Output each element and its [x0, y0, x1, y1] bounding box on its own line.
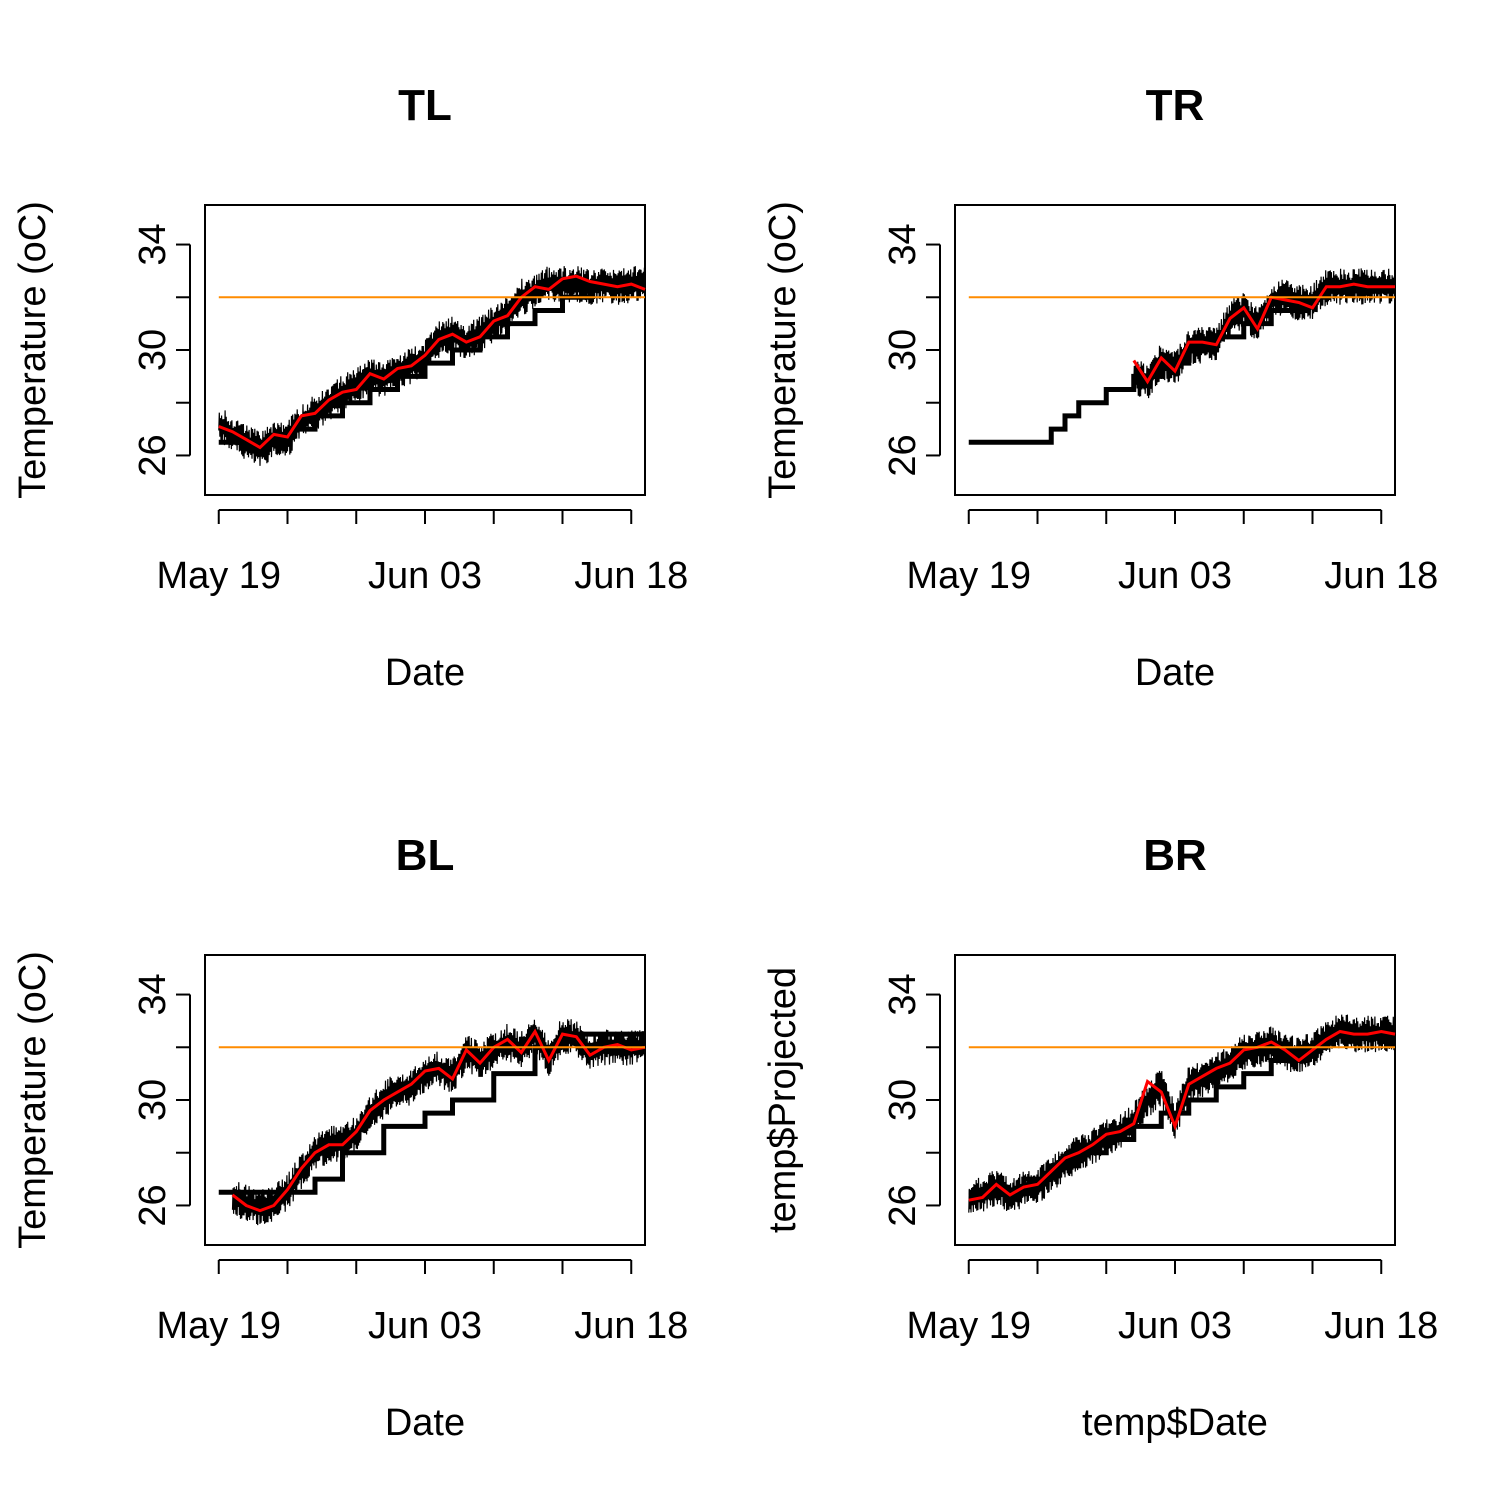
x-tick-label: Jun 18 [574, 555, 688, 597]
y-tick-label: 30 [132, 1079, 174, 1121]
series-mean-line [968, 1029, 1396, 1202]
x-tick-label: Jun 03 [1118, 1305, 1232, 1347]
panel-br: BR temp$Date temp$Projected May 19 Jun 03… [762, 831, 1438, 1444]
panel-title: TR [1146, 81, 1205, 130]
series-step-line [968, 1031, 1395, 1195]
plot-frame [954, 954, 1396, 1246]
x-tick-label: May 19 [156, 1305, 281, 1347]
x-tick-label: May 19 [906, 555, 1031, 597]
y-tick-label: 26 [882, 434, 924, 476]
series-mean-line [1132, 282, 1395, 385]
x-tick-label: Jun 18 [574, 1305, 688, 1347]
x-axis-label: Date [385, 1402, 465, 1444]
y-tick-label: 34 [882, 223, 924, 265]
panel-tr: TR Date Temperature (oC) May 19 Jun 03 Jun… [762, 81, 1438, 694]
series-mean-line [231, 1028, 646, 1213]
series-step-line [218, 1031, 645, 1195]
y-tick-label: 30 [882, 1079, 924, 1121]
x-tick-label: May 19 [906, 1305, 1031, 1347]
x-tick-label: May 19 [156, 555, 281, 597]
x-tick-label: Jun 18 [1324, 1305, 1438, 1347]
y-tick-label: 26 [132, 434, 174, 476]
x-tick-label: Jun 03 [368, 555, 482, 597]
panel-title: TL [398, 81, 452, 130]
y-axis-label: Temperature (oC) [762, 201, 804, 499]
x-axis-label: Date [385, 652, 465, 694]
y-tick-label: 26 [132, 1184, 174, 1226]
panel-title: BL [396, 831, 455, 880]
x-tick-label: Jun 18 [1324, 555, 1438, 597]
plot-frame [204, 954, 646, 1246]
x-tick-label: Jun 03 [368, 1305, 482, 1347]
series-step-line [218, 281, 645, 445]
series-raw-trace [1133, 268, 1395, 399]
x-tick-label: Jun 03 [1118, 555, 1232, 597]
y-tick-label: 34 [132, 223, 174, 265]
x-axis-label: temp$Date [1082, 1402, 1268, 1444]
y-tick-label: 30 [882, 329, 924, 371]
series-raw-trace [218, 266, 645, 466]
y-axis-label: Temperature (oC) [12, 951, 54, 1249]
panel-tl: TL Date Temperature (oC) May 19 Jun 03 Jun… [12, 81, 688, 694]
panel-title: BR [1143, 831, 1207, 880]
panel-bl: BL Date Temperature (oC) May 19 Jun 03 Jun… [12, 831, 688, 1444]
y-axis-label: temp$Projected [762, 967, 804, 1233]
y-tick-label: 26 [882, 1184, 924, 1226]
y-axis-label: Temperature (oC) [12, 201, 54, 499]
y-tick-label: 34 [882, 973, 924, 1015]
series-mean-line [218, 274, 646, 450]
y-tick-label: 34 [132, 973, 174, 1015]
x-axis-label: Date [1135, 652, 1215, 694]
plot-frame [954, 204, 1396, 496]
y-tick-label: 30 [132, 329, 174, 371]
series-raw-trace [231, 1019, 645, 1226]
plot-frame [204, 204, 646, 496]
